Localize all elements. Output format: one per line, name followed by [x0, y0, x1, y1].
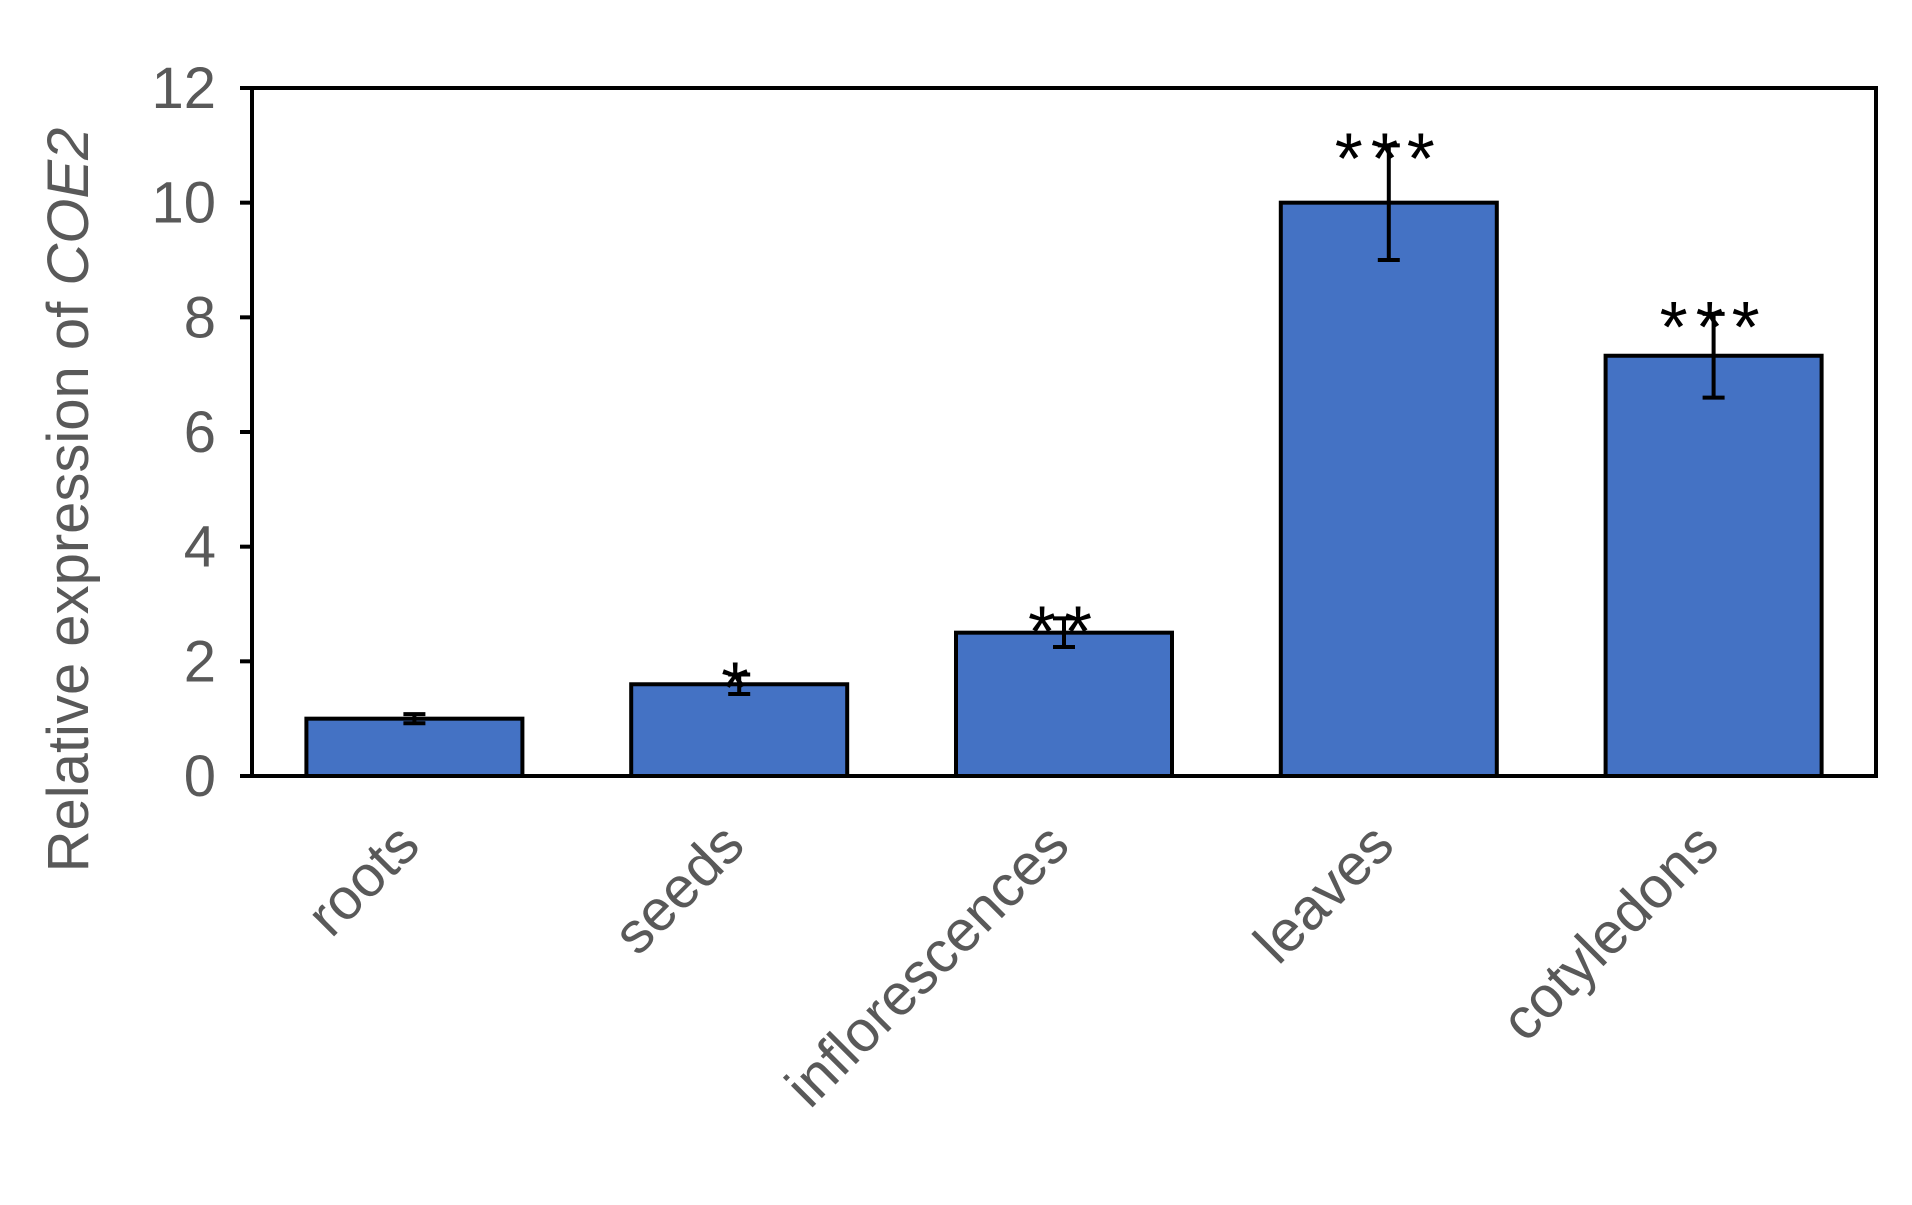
- error-bar-seeds: [728, 672, 751, 697]
- y-tick-label: 0: [184, 744, 216, 809]
- y-tick-label: 4: [184, 515, 216, 580]
- significance-marker: **: [1028, 592, 1100, 672]
- significance-marker: *: [721, 649, 757, 729]
- y-axis-title-text: Relative expression of: [36, 286, 101, 873]
- significance-marker: ***: [1335, 119, 1443, 199]
- significance-marker: ***: [1660, 288, 1768, 368]
- x-tick-label-leaves: leaves: [1241, 811, 1406, 976]
- y-tick-label: 8: [184, 285, 216, 350]
- y-tick-label: 10: [151, 171, 216, 236]
- error-bar-roots: [403, 712, 426, 726]
- bar-leaves: [1278, 200, 1499, 778]
- x-tick-label-seeds: seeds: [601, 811, 756, 966]
- bar-roots: [304, 716, 525, 779]
- bar-cotyledons: [1603, 353, 1824, 778]
- error-bar-cotyledons: [1702, 311, 1725, 400]
- error-bar-inflorescences: [1053, 616, 1075, 649]
- y-axis-title: Relative expression of COE2: [36, 128, 101, 873]
- x-tick-label-cotyledons: cotyledons: [1489, 811, 1731, 1053]
- y-tick-label: 12: [151, 56, 216, 121]
- y-tick-label: 6: [184, 400, 216, 465]
- bar-seeds: [629, 682, 850, 778]
- error-bar-leaves: [1377, 143, 1400, 262]
- y-tick-label: 2: [184, 629, 216, 694]
- bar-inflorescences: [954, 630, 1174, 779]
- y-axis-title-gene: COE2: [36, 128, 101, 286]
- x-tick-label-roots: roots: [294, 811, 431, 948]
- x-tick-label-inflorescences: inflorescences: [773, 811, 1081, 1119]
